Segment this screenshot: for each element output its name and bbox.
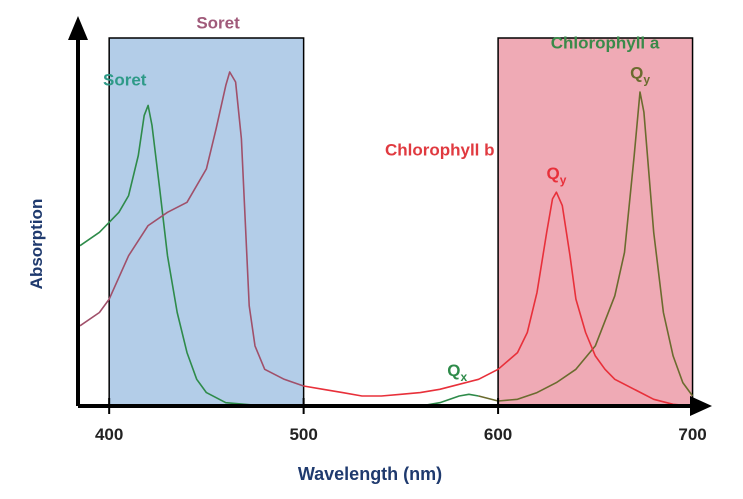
region-band-1 [497,37,694,407]
ticks-layer: 400 500 600 700 [95,398,707,444]
region-band-0 [108,37,305,407]
series-line-1-segment-1 [303,191,693,407]
annotation-2: Chlorophyll a [551,34,660,53]
x-tick-label-3: 700 [678,425,706,444]
x-tick-label-1: 500 [289,425,317,444]
annotations-layer: Soret Soret Chlorophyll a Chlorophyll b Qy Qy… [103,14,660,384]
y-axis-arrow [68,16,88,40]
x-tick-label-2: 600 [484,425,512,444]
x-axis-label: Wavelength (nm) [298,464,442,484]
annotation-6: Qx [447,361,467,384]
annotation-3: Chlorophyll b [385,141,495,160]
y-axis-label: Absorption [27,199,46,290]
annotation-0: Soret [103,70,147,89]
axes-layer [68,16,712,416]
annotation-1: Soret [196,14,240,33]
x-axis-arrow [690,396,712,416]
series-line-0-segment-1 [478,91,694,402]
regions-layer [108,37,694,407]
annotation-5: Qy [546,164,566,187]
annotation-4: Qy [630,64,650,87]
series-line-1-segment-0 [79,71,304,387]
x-tick-label-0: 400 [95,425,123,444]
